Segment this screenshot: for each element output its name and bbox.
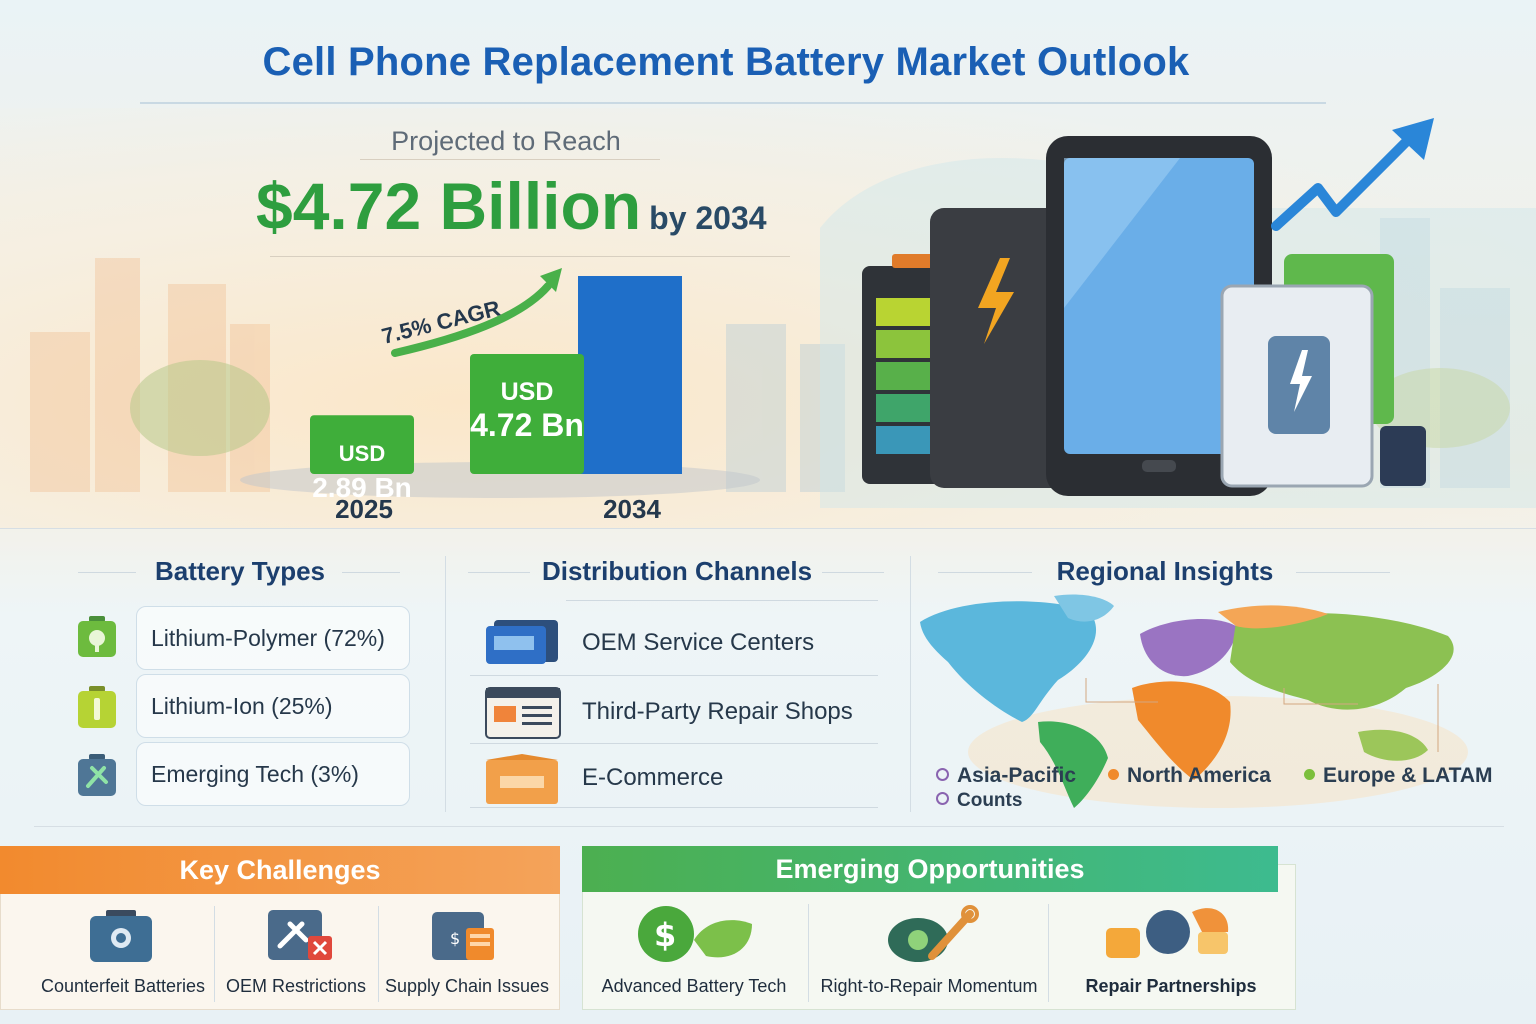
dollar-leaf-icon: $ xyxy=(638,906,752,962)
challenge-label-oem: OEM Restrictions xyxy=(225,976,367,996)
smartphone-illustration xyxy=(1046,136,1272,496)
projected-rule-top xyxy=(360,159,660,160)
battery-icon xyxy=(78,686,116,728)
legend-label: North America xyxy=(1127,764,1271,787)
opportunity-label-advanced-tech: Advanced Battery Tech xyxy=(601,976,787,996)
channels-rule-left xyxy=(468,572,530,573)
section-divider xyxy=(0,528,1536,529)
battery-type-emerging-tech: Emerging Tech (3%) xyxy=(136,742,410,806)
distribution-channels-title: Distribution Channels xyxy=(541,556,813,586)
challenges-divider-1 xyxy=(214,906,215,1002)
opps-divider-1 xyxy=(808,904,809,1002)
legend-counts: Counts xyxy=(936,790,1022,812)
opportunity-label-partnerships: Repair Partnerships xyxy=(1085,976,1257,996)
map-asia xyxy=(1230,613,1454,710)
legend-north-america: North America xyxy=(1108,764,1271,788)
world-map xyxy=(920,594,1468,808)
city-skyline-right xyxy=(726,218,1510,492)
panel-divider-2 xyxy=(910,556,911,812)
bar-2034 xyxy=(470,354,584,474)
legend-marker-dot xyxy=(1304,768,1315,780)
channels-header-rule xyxy=(566,600,878,601)
projected-value: $4.72 Billion by 2034 xyxy=(256,168,767,244)
map-australia xyxy=(1358,729,1428,761)
supply-chain-icon: $ xyxy=(432,912,494,960)
battery-types-title: Battery Types xyxy=(154,556,326,586)
challenge-label-counterfeit: Counterfeit Batteries xyxy=(40,976,206,996)
projected-label: Projected to Reach xyxy=(391,126,621,156)
types-rule-right xyxy=(342,572,400,573)
challenge-label-supply: Supply Chain Issues xyxy=(384,976,550,996)
battery-type-lithium-polymer: Lithium-Polymer (72%) xyxy=(136,606,410,670)
projected-rule-bottom xyxy=(270,256,790,257)
legend-marker-ring xyxy=(936,767,949,781)
cagr-arrow xyxy=(391,282,552,357)
channel-label-repair: Third-Party Repair Shops xyxy=(582,698,853,725)
channels-rule-right xyxy=(822,572,884,573)
battery-type-lithium-ion: Lithium-Ion (25%) xyxy=(136,674,410,738)
opps-divider-2 xyxy=(1048,904,1049,1002)
counterfeit-battery-icon xyxy=(90,910,152,962)
map-south-america xyxy=(1038,721,1108,808)
channel-row-oem xyxy=(470,616,878,676)
svg-text:$: $ xyxy=(450,929,460,948)
channel-label-ecommerce: E-Commerce xyxy=(582,764,724,791)
bar-2025 xyxy=(310,415,414,474)
key-challenges-title: Key Challenges xyxy=(0,846,560,894)
channel-row-repair xyxy=(470,684,878,744)
legend-label: Asia-Pacific xyxy=(957,764,1077,787)
svg-text:$: $ xyxy=(654,916,676,954)
legend-label: Europe & LATAM xyxy=(1323,764,1493,787)
oem-restriction-icon xyxy=(268,910,332,960)
projected-year: by 2034 xyxy=(649,200,767,236)
map-europe xyxy=(1140,619,1237,677)
partnership-icon xyxy=(1106,908,1229,958)
legend-europe-latam: Europe & LATAM xyxy=(1304,764,1493,788)
repair-shop-icon xyxy=(485,687,561,739)
service-center-icon xyxy=(486,620,558,664)
regions-rule-right xyxy=(1296,572,1390,573)
ecommerce-box-icon xyxy=(486,754,558,804)
x-tick-label: 2025 xyxy=(335,494,393,524)
x-tick-label: 2034 xyxy=(603,494,661,524)
tree-left xyxy=(130,360,270,456)
battery-cell-illustration xyxy=(1220,254,1426,488)
bar-projection xyxy=(578,276,682,474)
opportunity-label-right-to-repair: Right-to-Repair Momentum xyxy=(820,976,1038,996)
legend-marker-dot xyxy=(1108,768,1119,780)
regional-insights-title: Regional Insights xyxy=(1056,556,1274,586)
map-russia xyxy=(1218,605,1328,629)
bar-label-currency: USD xyxy=(339,441,385,466)
battery-bulb-icon xyxy=(78,616,116,657)
legend-asia-pacific: Asia-Pacific xyxy=(936,764,1076,788)
projected-amount: $4.72 Billion xyxy=(256,169,642,243)
battery-tech-icon xyxy=(78,754,116,796)
repair-tools-icon xyxy=(888,905,979,962)
legend-marker-ring xyxy=(936,792,949,806)
bar-value-label: 2.89 Bn xyxy=(312,472,412,503)
trend-arrow-icon xyxy=(1271,131,1417,231)
channel-row-ecommerce xyxy=(470,748,878,808)
title-divider xyxy=(140,102,1326,104)
panel-divider-1 xyxy=(445,556,446,812)
map-greenland xyxy=(1054,594,1114,622)
page-title: Cell Phone Replacement Battery Market Ou… xyxy=(262,40,1190,84)
regions-rule-left xyxy=(938,572,1032,573)
types-rule-left xyxy=(78,572,136,573)
map-africa xyxy=(1132,681,1231,780)
bottom-divider xyxy=(34,826,1504,827)
emerging-opportunities-title: Emerging Opportunities xyxy=(582,846,1278,892)
bar-label-currency: USD xyxy=(501,378,554,406)
map-north-america xyxy=(920,601,1097,722)
challenges-divider-2 xyxy=(378,906,379,1002)
legend-label: Counts xyxy=(957,790,1023,811)
bar-value-label: 4.72 Bn xyxy=(470,407,584,443)
channel-label-oem: OEM Service Centers xyxy=(582,629,815,656)
